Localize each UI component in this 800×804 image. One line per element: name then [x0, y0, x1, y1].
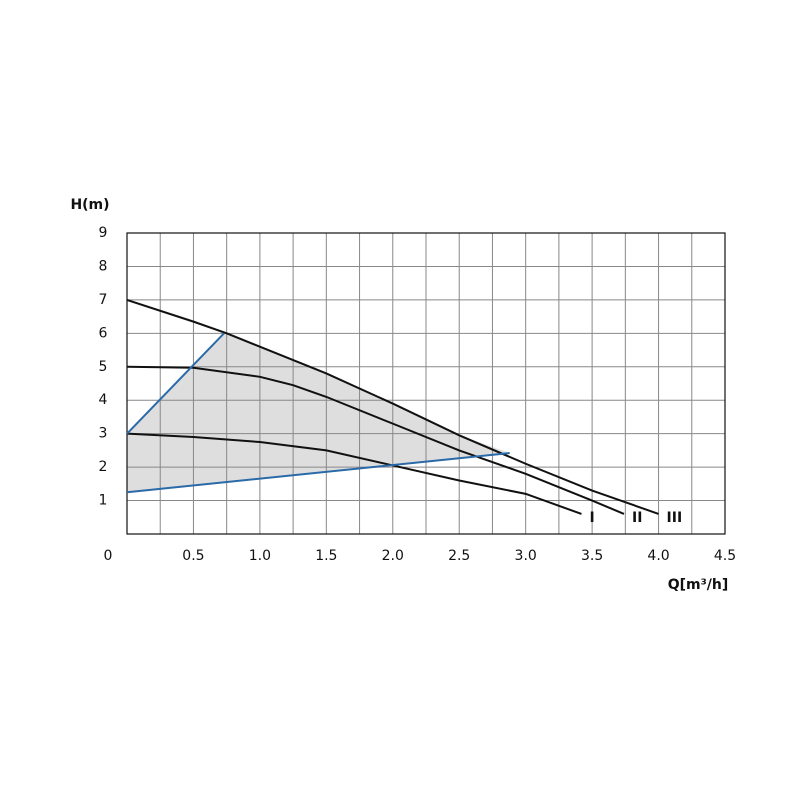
- y-tick-label: 3: [99, 426, 108, 442]
- pump-curve: [126, 298, 659, 515]
- curve-label: I: [589, 510, 594, 526]
- y-tick-label: 1: [99, 493, 108, 509]
- pump-curve: [126, 365, 625, 515]
- y-tick-label: 4: [99, 392, 108, 408]
- y-tick-label: 9: [99, 225, 108, 241]
- x-tick-label: 1.0: [249, 548, 271, 564]
- x-tick-label: 4.5: [714, 548, 736, 564]
- operating-region: [127, 333, 510, 493]
- x-tick-label: 3.5: [581, 548, 603, 564]
- pump-curve: [126, 432, 582, 515]
- curve-label: III: [667, 510, 683, 526]
- plot-frame: [126, 232, 726, 535]
- limit-line: [126, 332, 225, 435]
- x-tick-label: 0: [104, 548, 113, 564]
- y-tick-label: 5: [99, 359, 108, 375]
- x-tick-label: 0.5: [182, 548, 204, 564]
- x-axis-label: Q[m³/h]: [668, 577, 729, 593]
- y-tick-label: 6: [99, 325, 108, 341]
- y-axis-label: H(m): [70, 197, 109, 213]
- y-tick-label: 2: [99, 459, 108, 475]
- x-tick-label: 3.0: [515, 548, 537, 564]
- x-tick-label: 4.0: [647, 548, 669, 564]
- x-tick-label: 2.0: [382, 548, 404, 564]
- y-tick-label: 8: [99, 258, 108, 274]
- x-tick-label: 2.5: [448, 548, 470, 564]
- limit-line: [126, 452, 510, 494]
- x-tick-label: 1.5: [315, 548, 337, 564]
- y-tick-label: 7: [99, 292, 108, 308]
- curve-label: II: [632, 510, 642, 526]
